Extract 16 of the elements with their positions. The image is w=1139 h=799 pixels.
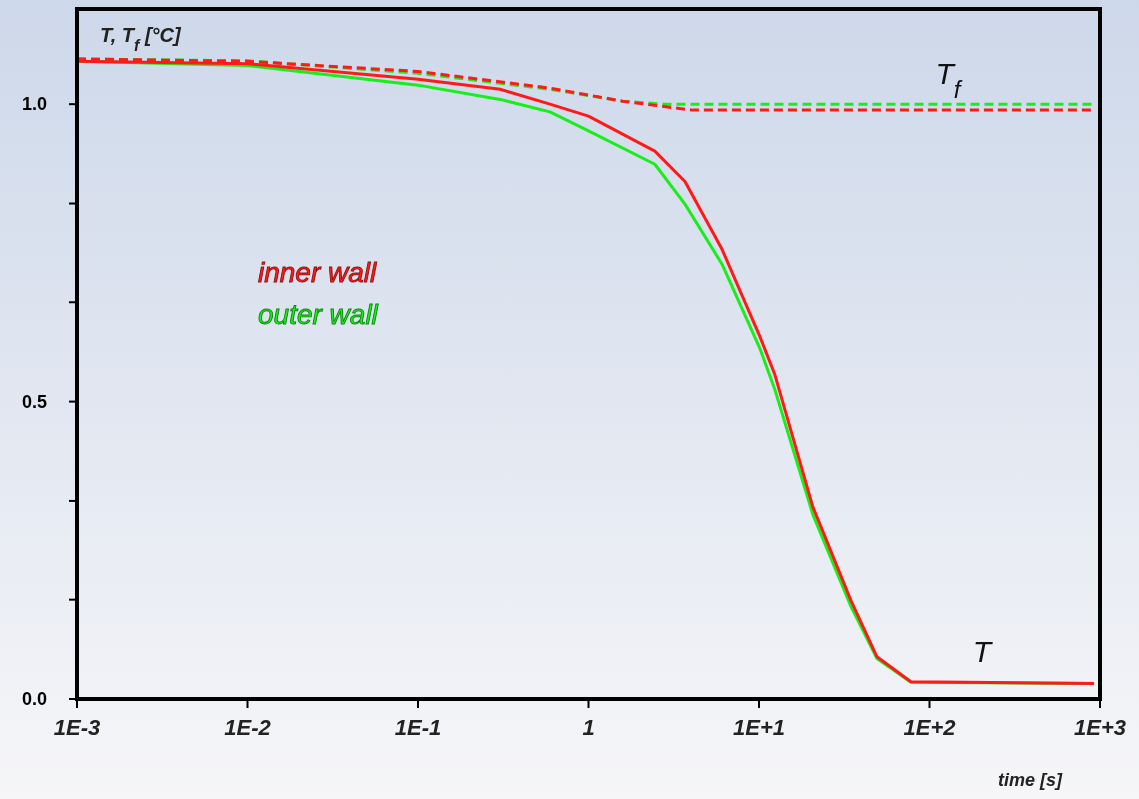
x-axis-title: time [s]: [997, 770, 1064, 790]
annotation: T: [972, 635, 994, 668]
y-tick-label: 0.0: [21, 689, 47, 710]
y-tick-label: 0.5: [21, 391, 47, 412]
x-tick-label: 1E+3: [1074, 715, 1126, 740]
x-tick-label: 1E+2: [903, 715, 957, 740]
text: outer wall: [258, 299, 379, 330]
y-tick-label: 1.0: [21, 94, 47, 115]
annotation: T$_{f}$: [935, 57, 963, 103]
x-tick-label: 1E-2: [224, 715, 272, 740]
y-axis-title: T, T$_{f}$ [°C]: [100, 24, 183, 54]
x-tick-label: 1E-3: [53, 715, 101, 740]
text: inner wall: [258, 257, 378, 288]
x-tick-label: 1: [582, 715, 595, 740]
x-tick-label: 1E-1: [394, 715, 442, 740]
x-tick-label: 1E+1: [733, 715, 785, 740]
